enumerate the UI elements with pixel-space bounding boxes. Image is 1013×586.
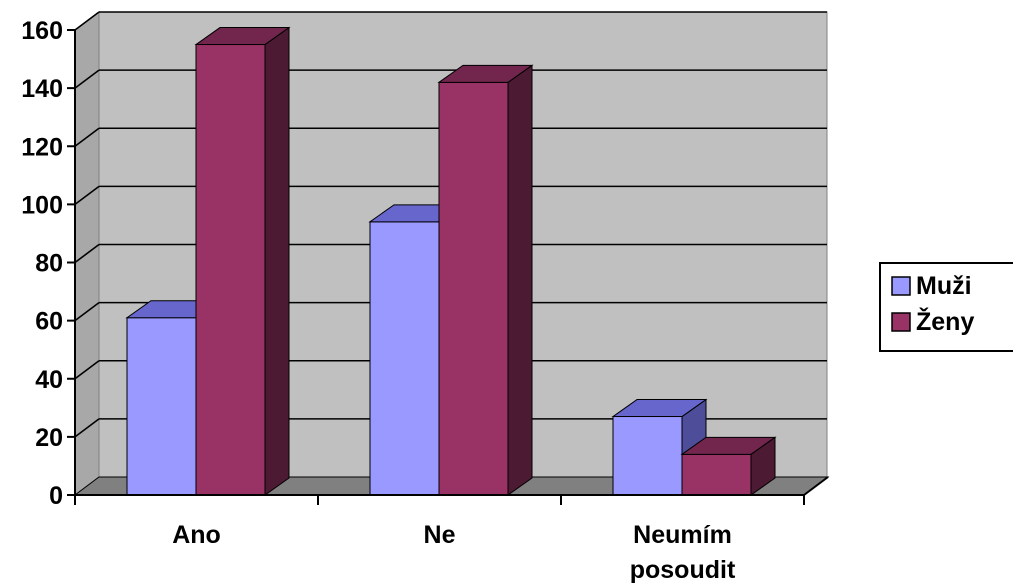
y-tick-label: 100 bbox=[21, 191, 63, 219]
x-axis-depth bbox=[803, 476, 829, 496]
gridline-side bbox=[74, 360, 100, 380]
x-category-label: Ano bbox=[172, 521, 221, 549]
gridline-side bbox=[74, 418, 100, 438]
y-tick-label: 20 bbox=[35, 424, 63, 452]
bar-muži-0 bbox=[126, 317, 197, 496]
y-tick-label: 60 bbox=[35, 308, 63, 336]
bar-side-1-1 bbox=[507, 64, 533, 496]
bar-ženy-0 bbox=[195, 44, 266, 496]
y-tick-label: 160 bbox=[21, 17, 63, 45]
gridline-side bbox=[74, 243, 100, 264]
legend-label-0: Muži bbox=[916, 272, 972, 300]
bar-muži-1 bbox=[369, 221, 440, 496]
bar-side-0-1 bbox=[264, 26, 290, 496]
bars bbox=[125, 26, 777, 496]
legend: Muži Ženy bbox=[879, 262, 1013, 352]
legend-swatch-0 bbox=[891, 276, 911, 296]
bar-top-1-1 bbox=[437, 64, 534, 83]
y-tick-label: 80 bbox=[35, 250, 63, 278]
x-category-label: Neumím posoudit bbox=[630, 521, 736, 584]
y-tick-label: 40 bbox=[35, 366, 63, 394]
gridline-side bbox=[74, 185, 100, 206]
gridline-side bbox=[74, 11, 100, 31]
y-tick-label: 140 bbox=[21, 75, 63, 103]
y-tick-labels: 0 20 40 60 80 100 120 140 160 bbox=[21, 17, 63, 510]
y-tick-label: 120 bbox=[21, 133, 63, 161]
bar-top-2-1 bbox=[680, 436, 777, 455]
gridline-side bbox=[74, 69, 100, 89]
bar-ženy-1 bbox=[438, 81, 509, 496]
axes bbox=[67, 29, 829, 505]
gridline-side bbox=[74, 127, 100, 147]
legend-swatch-1 bbox=[891, 312, 911, 332]
x-category-label: Ne bbox=[424, 521, 456, 549]
bar-top-0-1 bbox=[194, 27, 291, 46]
gridline-side bbox=[74, 301, 100, 322]
x-category-labels: Ano Ne Neumím posoudit bbox=[172, 521, 736, 584]
legend-label-1: Ženy bbox=[916, 306, 974, 336]
y-tick-label: 0 bbox=[49, 482, 63, 510]
bar-ženy-2 bbox=[681, 453, 752, 496]
bar-muži-2 bbox=[612, 416, 683, 496]
bar-top-2-0 bbox=[611, 399, 708, 418]
